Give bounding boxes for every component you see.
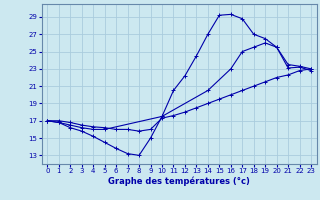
X-axis label: Graphe des températures (°c): Graphe des températures (°c) — [108, 177, 250, 186]
